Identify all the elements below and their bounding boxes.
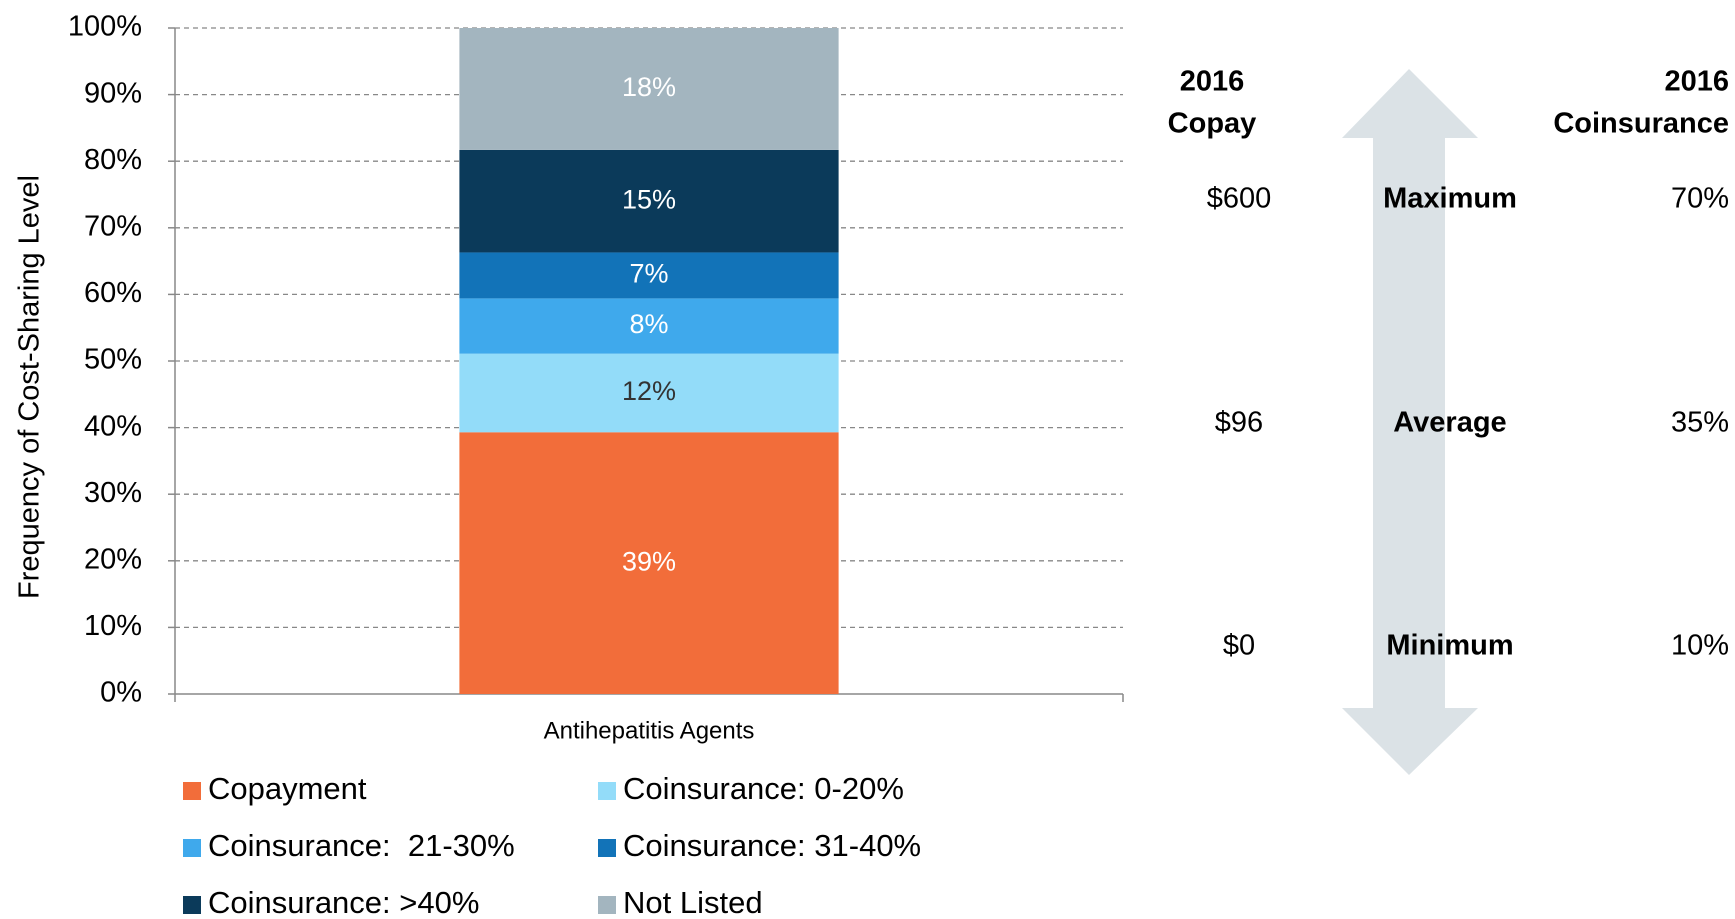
legend-label: Coinsurance: 31-40% xyxy=(623,828,921,863)
legend-swatch xyxy=(598,782,616,800)
y-tick-label: 60% xyxy=(84,277,142,309)
legend-swatch xyxy=(598,839,616,857)
bar-segment xyxy=(459,149,839,253)
data-label: 7% xyxy=(629,259,668,289)
y-tick-label: 70% xyxy=(84,210,142,242)
copay-value: $96 xyxy=(1215,407,1263,439)
y-tick-label: 40% xyxy=(84,410,142,442)
y-tick-label: 50% xyxy=(84,344,142,376)
row-label: Average xyxy=(1393,407,1506,439)
coinsurance-header: 2016 xyxy=(1664,66,1729,98)
y-tick-label: 0% xyxy=(100,677,142,709)
legend-label: Coinsurance: >40% xyxy=(208,885,479,919)
bar-segment xyxy=(459,28,839,150)
data-label: 15% xyxy=(622,184,676,214)
y-tick-label: 20% xyxy=(84,543,142,575)
y-tick-label: 80% xyxy=(84,144,142,176)
row-label: Minimum xyxy=(1386,630,1513,662)
coinsurance-value: 70% xyxy=(1671,183,1729,215)
legend-label: Copayment xyxy=(208,771,367,806)
data-label: 8% xyxy=(629,309,668,339)
data-label: 39% xyxy=(622,546,676,576)
bar-segment xyxy=(459,353,839,433)
y-tick-label: 30% xyxy=(84,477,142,509)
y-tick-label: 90% xyxy=(84,77,142,109)
row-label: Maximum xyxy=(1383,183,1517,215)
coinsurance-value: 10% xyxy=(1671,630,1729,662)
copay-header: Copay xyxy=(1168,108,1257,140)
y-tick-label: 100% xyxy=(68,11,142,43)
data-label: 18% xyxy=(622,72,676,102)
coinsurance-value: 35% xyxy=(1671,407,1729,439)
copay-value: $600 xyxy=(1207,183,1272,215)
data-label: 12% xyxy=(622,376,676,406)
legend-swatch xyxy=(183,839,201,857)
bar-segment xyxy=(459,432,839,694)
legend-swatch xyxy=(183,896,201,914)
legend-swatch xyxy=(598,896,616,914)
y-axis-title: Frequency of Cost-Sharing Level xyxy=(14,175,46,599)
copay-value: $0 xyxy=(1223,630,1255,662)
x-tick-label: Antihepatitis Agents xyxy=(544,717,755,744)
range-arrow xyxy=(1342,69,1478,775)
legend-label: Coinsurance: 0-20% xyxy=(623,771,904,806)
legend-label: Coinsurance: 21-30% xyxy=(208,828,515,863)
legend-swatch xyxy=(183,782,201,800)
y-tick-label: 10% xyxy=(84,610,142,642)
copay-header: 2016 xyxy=(1180,66,1245,98)
legend-label: Not Listed xyxy=(623,885,763,919)
bar-segment xyxy=(459,252,839,299)
bar-segment xyxy=(459,298,839,354)
coinsurance-header: Coinsurance xyxy=(1553,108,1729,140)
